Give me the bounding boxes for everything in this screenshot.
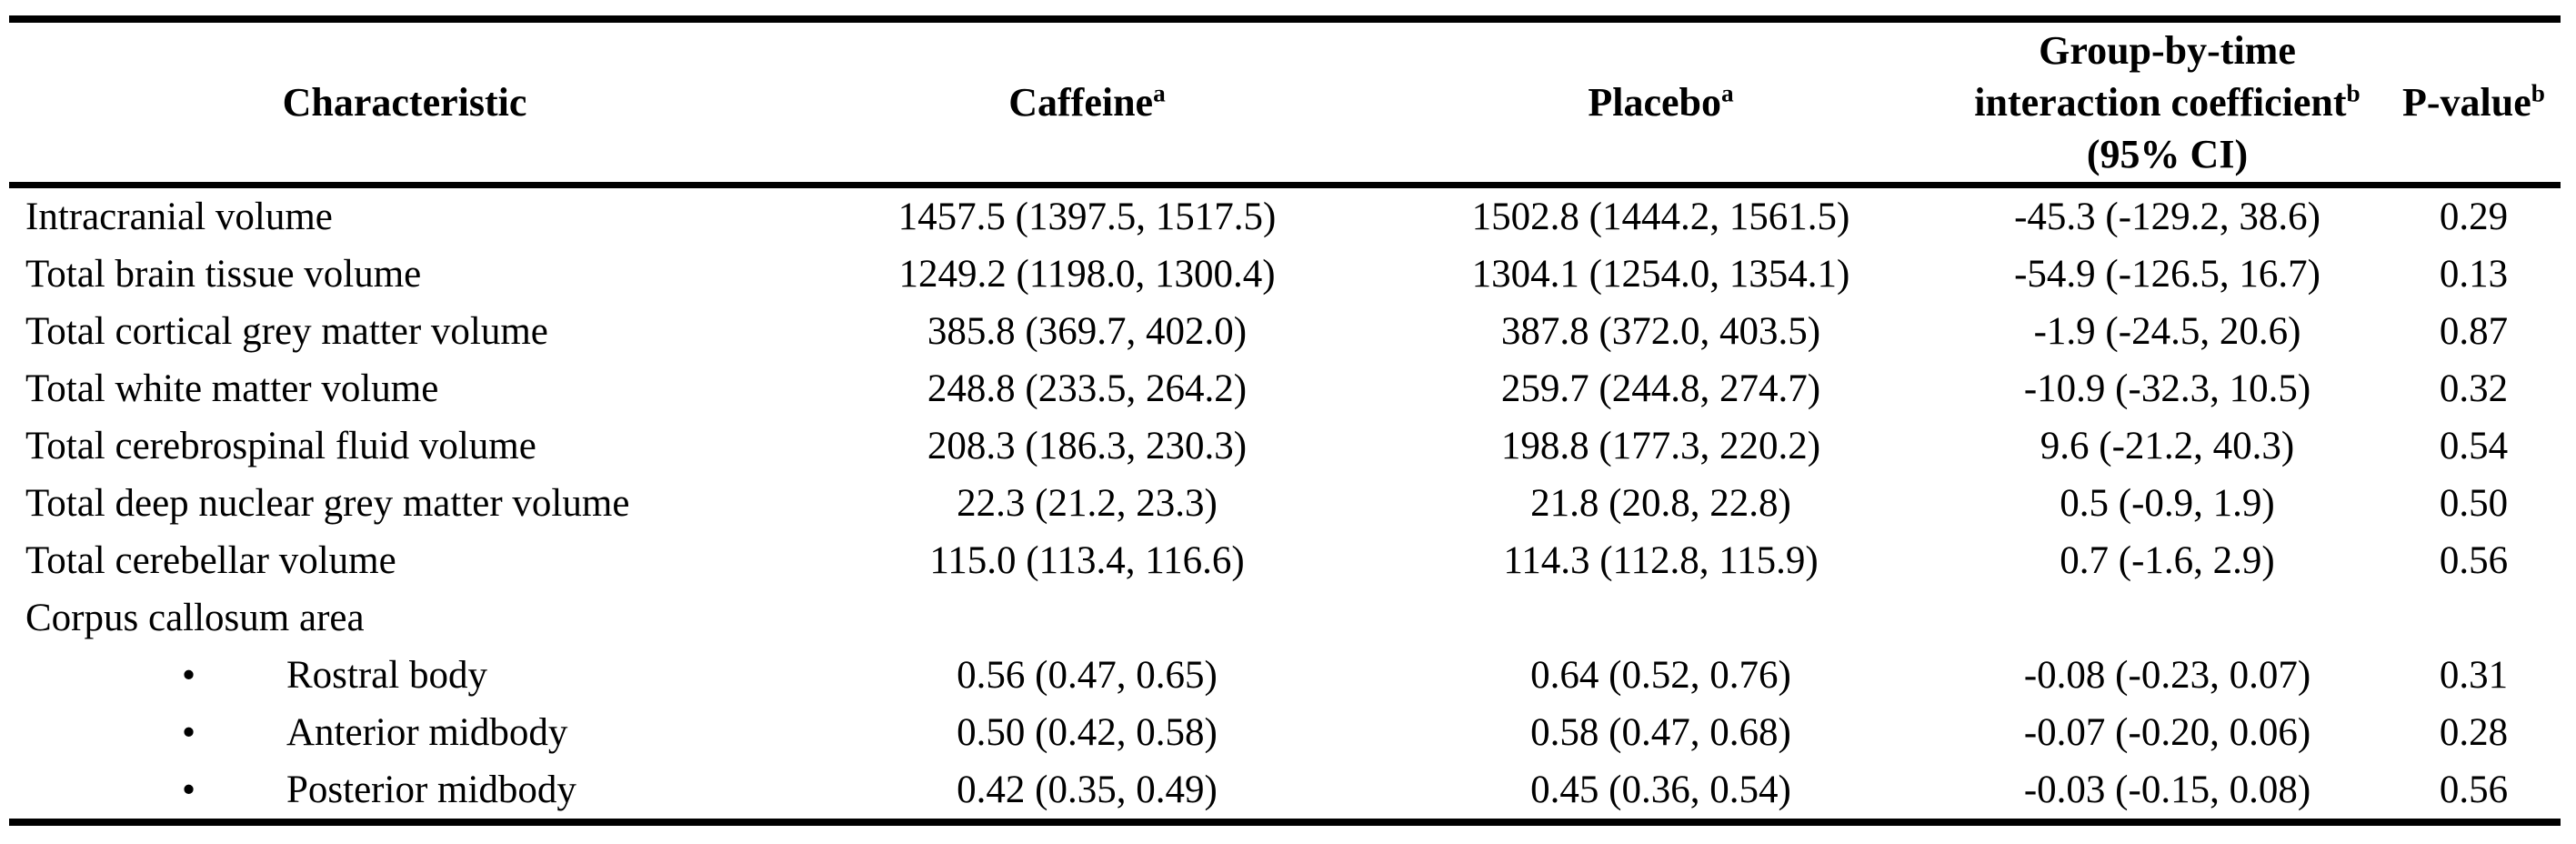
cell-caffeine: 0.50 (0.42, 0.58) <box>957 711 1218 754</box>
cell-characteristic: Total white matter volume <box>25 367 439 410</box>
cell-pvalue: 0.87 <box>2439 310 2509 353</box>
cell-caffeine: 248.8 (233.5, 264.2) <box>927 367 1248 410</box>
cell-characteristic: Total cerebellar volume <box>25 539 396 582</box>
column-header-label: interaction coefficient <box>1974 80 2347 125</box>
cell-coefficient: -0.07 (-0.20, 0.06) <box>2023 711 2311 754</box>
cell-characteristic: • Posterior midbody <box>9 761 800 822</box>
cell-placebo: 21.8 (20.8, 22.8) <box>1530 482 1791 525</box>
sub-item-label: Rostral body <box>286 654 487 697</box>
cell-coefficient: -0.08 (-0.23, 0.07) <box>2023 654 2311 697</box>
cell-coefficient: 9.6 (-21.2, 40.3) <box>2040 425 2295 467</box>
sub-item: • Anterior midbody <box>25 711 567 754</box>
column-header-placebo: Placeboa <box>1374 19 1948 188</box>
cell-pvalue: 0.56 <box>2439 539 2509 582</box>
header-row: Characteristic Caffeinea Placeboa Group-… <box>9 19 2561 188</box>
cell-placebo: 259.7 (244.8, 274.7) <box>1500 367 1821 410</box>
cell-pvalue: 0.56 <box>2439 769 2509 811</box>
cell-characteristic: Total brain tissue volume <box>25 253 422 296</box>
cell-placebo: 198.8 (177.3, 220.2) <box>1500 425 1821 467</box>
bullet-icon: • <box>182 769 196 811</box>
cell-coefficient: -54.9 (-126.5, 16.7) <box>2014 253 2320 296</box>
cell-pvalue: 0.50 <box>2439 482 2509 525</box>
cell-coefficient: 0.5 (-0.9, 1.9) <box>2060 482 2275 525</box>
cell-placebo: 0.45 (0.36, 0.54) <box>1530 769 1791 811</box>
column-header-line3: (95% CI) <box>2086 132 2249 176</box>
column-header-label: Caffeine <box>1008 80 1154 125</box>
cell-caffeine: 22.3 (21.2, 23.3) <box>957 482 1218 525</box>
table-row-total-brain-tissue-volume: Total brain tissue volume 1249.2 (1198.0… <box>9 246 2561 303</box>
cell-coefficient: 0.7 (-1.6, 2.9) <box>2060 539 2275 582</box>
table-body: Intracranial volume 1457.5 (1397.5, 1517… <box>9 186 2561 823</box>
cell-characteristic: Total deep nuclear grey matter volume <box>25 482 630 525</box>
cell-characteristic: Total cortical grey matter volume <box>25 310 548 353</box>
table-row-anterior-midbody: • Anterior midbody 0.50 (0.42, 0.58) 0.58… <box>9 704 2561 761</box>
cell-coefficient: -0.03 (-0.15, 0.08) <box>2023 769 2311 811</box>
cell-pvalue <box>2387 589 2561 647</box>
cell-pvalue: 0.13 <box>2439 253 2509 296</box>
cell-pvalue: 0.54 <box>2439 425 2509 467</box>
cell-placebo: 114.3 (112.8, 115.9) <box>1503 539 1819 582</box>
column-header-caffeine: Caffeinea <box>800 19 1374 188</box>
cell-pvalue: 0.29 <box>2439 196 2509 238</box>
cell-characteristic: • Anterior midbody <box>9 704 800 761</box>
bullet-icon: • <box>182 654 196 697</box>
results-table: Characteristic Caffeinea Placeboa Group-… <box>9 15 2561 826</box>
column-header-interaction-coefficient: Group-by-time interaction coefficientb (… <box>1948 19 2387 188</box>
cell-characteristic: Total cerebrospinal fluid volume <box>25 425 536 467</box>
cell-placebo: 1502.8 (1444.2, 1561.5) <box>1471 196 1850 238</box>
cell-coefficient: -1.9 (-24.5, 20.6) <box>2033 310 2301 353</box>
column-header-characteristic: Characteristic <box>9 19 800 188</box>
cell-caffeine: 115.0 (113.4, 116.6) <box>929 539 1245 582</box>
table-row-total-white-matter-volume: Total white matter volume 248.8 (233.5, … <box>9 360 2561 417</box>
column-header-label: Placebo <box>1588 80 1721 125</box>
sub-item-label: Posterior midbody <box>286 769 576 811</box>
cell-pvalue: 0.32 <box>2439 367 2509 410</box>
table-row-total-deep-nuclear-grey-matter-volume: Total deep nuclear grey matter volume 22… <box>9 475 2561 532</box>
cell-placebo <box>1374 589 1948 647</box>
column-header-label: P-value <box>2402 80 2531 125</box>
cell-pvalue: 0.28 <box>2439 711 2509 754</box>
cell-coefficient <box>1948 589 2387 647</box>
cell-caffeine: 385.8 (369.7, 402.0) <box>927 310 1248 353</box>
footnote-marker: a <box>1721 79 1734 107</box>
sub-item: • Posterior midbody <box>25 769 576 811</box>
table-row-total-cerebrospinal-fluid-volume: Total cerebrospinal fluid volume 208.3 (… <box>9 417 2561 475</box>
table-row-rostral-body: • Rostral body 0.56 (0.47, 0.65) 0.64 (0.… <box>9 647 2561 704</box>
cell-coefficient: -10.9 (-32.3, 10.5) <box>2023 367 2311 410</box>
bullet-icon: • <box>182 711 196 754</box>
cell-caffeine: 208.3 (186.3, 230.3) <box>927 425 1248 467</box>
cell-caffeine: 1457.5 (1397.5, 1517.5) <box>897 196 1277 238</box>
cell-characteristic: Intracranial volume <box>25 196 333 238</box>
cell-placebo: 1304.1 (1254.0, 1354.1) <box>1471 253 1850 296</box>
column-header-line2: interaction coefficientb <box>1948 76 2387 128</box>
cell-placebo: 387.8 (372.0, 403.5) <box>1500 310 1821 353</box>
footnote-marker: b <box>2531 79 2545 107</box>
column-header-line1: Group-by-time <box>2039 28 2296 73</box>
sub-item: • Rostral body <box>25 654 487 697</box>
table-row-total-cortical-grey-matter-volume: Total cortical grey matter volume 385.8 … <box>9 303 2561 360</box>
footnote-marker: b <box>2346 79 2360 107</box>
cell-characteristic: • Rostral body <box>9 647 800 704</box>
cell-caffeine <box>800 589 1374 647</box>
column-header-pvalue: P-valueb <box>2387 19 2561 188</box>
cell-characteristic: Corpus callosum area <box>25 597 365 639</box>
cell-placebo: 0.58 (0.47, 0.68) <box>1530 711 1791 754</box>
cell-pvalue: 0.31 <box>2439 654 2509 697</box>
footnote-marker: a <box>1153 79 1166 107</box>
cell-coefficient: -45.3 (-129.2, 38.6) <box>2014 196 2320 238</box>
cell-caffeine: 0.42 (0.35, 0.49) <box>957 769 1218 811</box>
table-row-corpus-callosum-area: Corpus callosum area <box>9 589 2561 647</box>
table-header: Characteristic Caffeinea Placeboa Group-… <box>9 19 2561 188</box>
cell-caffeine: 0.56 (0.47, 0.65) <box>957 654 1218 697</box>
table-row-posterior-midbody: • Posterior midbody 0.42 (0.35, 0.49) 0.4… <box>9 761 2561 822</box>
table-row-total-cerebellar-volume: Total cerebellar volume 115.0 (113.4, 11… <box>9 532 2561 589</box>
table-row-intracranial-volume: Intracranial volume 1457.5 (1397.5, 1517… <box>9 186 2561 246</box>
cell-placebo: 0.64 (0.52, 0.76) <box>1530 654 1791 697</box>
cell-caffeine: 1249.2 (1198.0, 1300.4) <box>898 253 1276 296</box>
sub-item-label: Anterior midbody <box>286 711 568 754</box>
column-header-label: Characteristic <box>282 80 527 125</box>
